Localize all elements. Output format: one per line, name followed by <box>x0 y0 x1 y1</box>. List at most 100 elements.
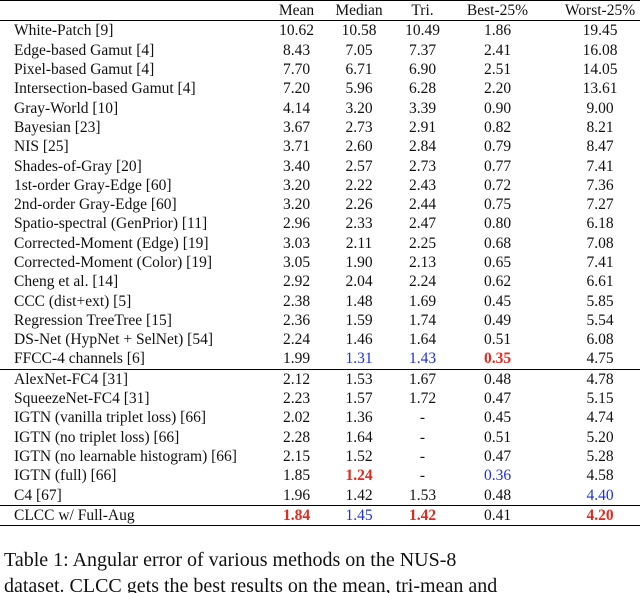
method-name: Gray-World [10] <box>14 99 119 117</box>
table-row: AlexNet-FC4 [31] 2.12 1.53 1.67 0.48 4.78 <box>0 368 640 389</box>
table-row: Edge-based Gamut [4] 8.43 7.05 7.37 2.41 16.0… <box>0 41 640 60</box>
cell: 0.41 <box>455 504 540 527</box>
cell: 2.91 <box>408 118 437 136</box>
method-name: Intersection-based Gamut [4] <box>14 80 196 98</box>
cell: 3.71 <box>282 138 311 156</box>
cell: 1.99 <box>282 350 311 368</box>
cell: Worst-25% <box>540 0 640 22</box>
cell: 2.96 <box>282 215 311 233</box>
cell: 2.33 <box>345 215 373 233</box>
cell: 1.31 <box>345 350 373 368</box>
cell: 7.20 <box>282 80 311 98</box>
cell: 7.08 <box>586 234 614 252</box>
cell: - <box>419 447 426 465</box>
cell: 1.84 <box>265 504 328 527</box>
cell: 0.62 <box>483 273 512 291</box>
cell: 5.85 <box>586 292 614 310</box>
cell: 0.47 <box>483 447 512 465</box>
cell: 7.27 <box>586 196 614 214</box>
cell: 13.61 <box>582 80 618 98</box>
cell: 10.62 <box>279 22 314 40</box>
method-name: IGTN (no learnable histogram) [66] <box>14 447 237 465</box>
cell: 0.65 <box>483 254 512 271</box>
cell: 0.75 <box>483 196 512 214</box>
cell: 1.86 <box>483 22 512 40</box>
cell: 2.92 <box>282 273 311 291</box>
cell: 2.25 <box>408 234 437 252</box>
cell: 3.05 <box>282 254 311 271</box>
method-name: White-Patch [9] <box>14 22 114 40</box>
cell: 5.54 <box>586 311 614 329</box>
cell: 2.44 <box>408 196 437 214</box>
cell: 6.90 <box>408 61 437 79</box>
table-row: Gray-World [10] 4.14 3.20 3.39 0.90 9.00 <box>0 98 640 117</box>
cell: 2.12 <box>265 368 328 389</box>
cell: 2.36 <box>282 311 311 329</box>
method-name: AlexNet-FC4 [31] <box>0 368 265 389</box>
table-row: Pixel-based Gamut [4] 7.70 6.71 6.90 2.51 14.… <box>0 60 640 79</box>
cell: - <box>419 467 426 485</box>
cell: 7.41 <box>586 254 614 271</box>
table-row: IGTN (full) [66] 1.85 1.24 - 0.36 4.58 <box>0 466 640 485</box>
method-name: CCC (dist+ext) [5] <box>14 292 132 310</box>
cell: 1.53 <box>328 368 390 389</box>
cell: 3.03 <box>282 234 311 252</box>
cell: 0.72 <box>483 176 512 194</box>
table-row: 1st-order Gray-Edge [60] 3.20 2.22 2.43 0.72… <box>0 176 640 195</box>
cell: 10.58 <box>341 22 377 40</box>
cell: 6.28 <box>408 80 437 98</box>
cell: 0.51 <box>483 428 512 446</box>
cell: 1.57 <box>345 390 373 408</box>
table-row: IGTN (no learnable histogram) [66] 2.15 1.… <box>0 447 640 466</box>
cell: 1.72 <box>408 390 437 408</box>
cell: 1.46 <box>345 331 373 349</box>
table-row: Shades-of-Gray [20] 3.40 2.57 2.73 0.77 7.41 <box>0 156 640 175</box>
method-name: Regression TreeTree [15] <box>14 311 172 329</box>
cell: 4.20 <box>540 504 640 527</box>
table-row: CCC (dist+ext) [5] 2.38 1.48 1.69 0.45 5.85 <box>0 291 640 310</box>
cell: 0.77 <box>483 157 512 175</box>
cell: 8.21 <box>586 118 614 136</box>
cell: 14.05 <box>582 61 618 79</box>
cell: - <box>419 428 426 446</box>
cell: 2.02 <box>282 409 311 427</box>
method-name: Shades-of-Gray [20] <box>14 157 142 175</box>
cell: 0.45 <box>483 292 512 310</box>
table-row: CLCC w/ Full-Aug 1.84 1.45 1.42 0.41 4.20 <box>0 504 640 527</box>
cell: 5.20 <box>586 428 614 446</box>
method-name: IGTN (full) [66] <box>14 467 117 485</box>
cell: 1.42 <box>345 486 373 504</box>
method-name: DS-Net (HypNet + SelNet) [54] <box>14 331 214 349</box>
method-name: IGTN (no triplet loss) [66] <box>14 428 180 446</box>
cell: 1.74 <box>408 311 437 329</box>
cell: 10.49 <box>405 22 440 40</box>
cell: 5.15 <box>586 390 614 408</box>
cell: 2.13 <box>408 254 437 271</box>
cell: 2.43 <box>408 176 437 194</box>
cell: 5.96 <box>345 80 373 98</box>
table-row: C4 [67] 1.96 1.42 1.53 0.48 4.40 <box>0 485 640 505</box>
cell: 3.40 <box>282 157 311 175</box>
cell: 0.80 <box>483 215 512 233</box>
method-name: Edge-based Gamut [4] <box>14 41 155 59</box>
method-name: Pixel-based Gamut [4] <box>14 61 155 79</box>
cell: 2.57 <box>345 157 373 175</box>
cell: 0.45 <box>483 409 512 427</box>
cell: 16.08 <box>582 41 618 59</box>
cell: Best-25% <box>455 0 540 22</box>
cell: 2.11 <box>345 234 373 252</box>
table-row: Spatio-spectral (GenPrior) [11] 2.96 2.33 2… <box>0 214 640 233</box>
cell: 4.40 <box>586 486 614 504</box>
method-name: NIS [25] <box>14 138 69 156</box>
cell: 7.41 <box>586 157 614 175</box>
cell: 0.48 <box>483 486 512 504</box>
cell: 0.68 <box>483 234 512 252</box>
table-row: SqueezeNet-FC4 [31] 2.23 1.57 1.72 0.47 5.15 <box>0 389 640 408</box>
cell: Mean <box>265 0 328 22</box>
table-row: IGTN (vanilla triplet loss) [66] 2.02 1.36… <box>0 408 640 427</box>
cell: 2.47 <box>408 215 437 233</box>
cell: 1.24 <box>345 467 373 485</box>
cell: 3.20 <box>345 99 373 117</box>
table-row: FFCC-4 channels [6] 1.99 1.31 1.43 0.35 4.75 <box>0 349 640 369</box>
cell: 5.28 <box>586 447 614 465</box>
